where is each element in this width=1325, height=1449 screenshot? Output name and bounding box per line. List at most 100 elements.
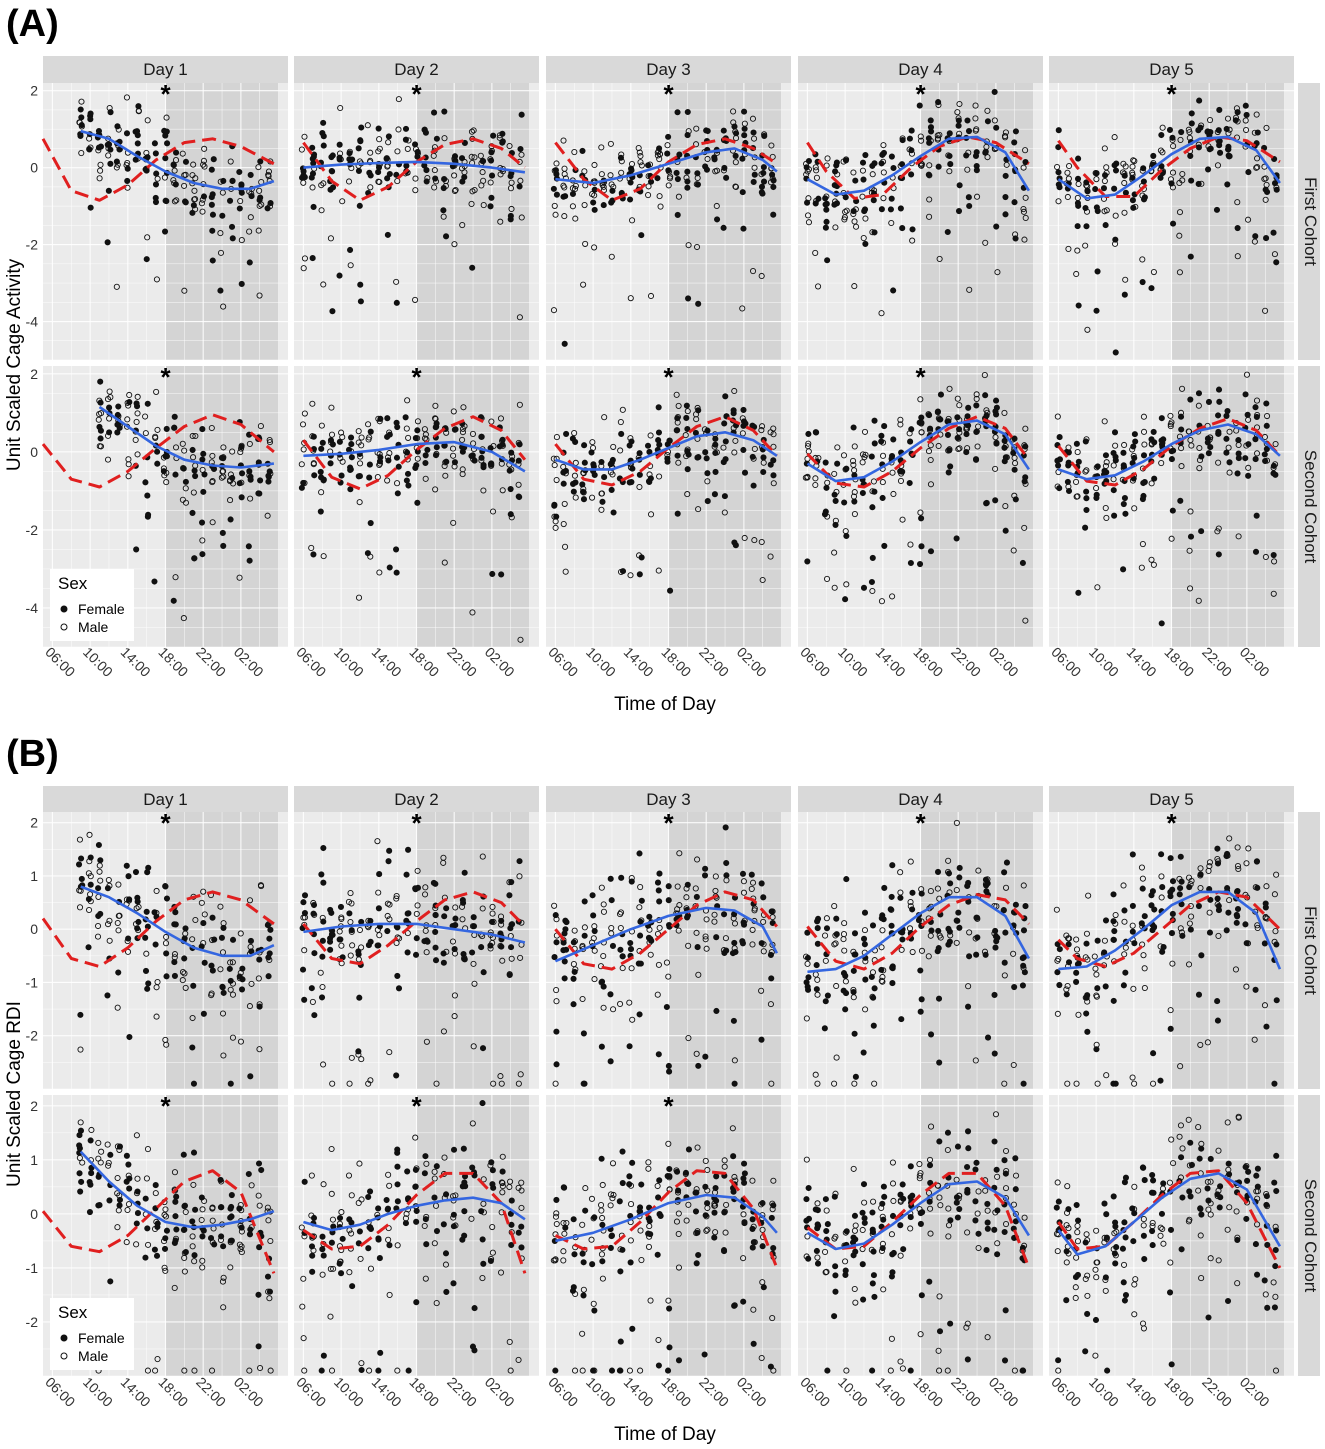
facet-panel: * — [798, 79, 1043, 361]
observed-fit-line — [806, 1180, 1031, 1251]
point-female — [104, 239, 111, 246]
point-male — [553, 1210, 560, 1217]
point-male — [181, 970, 188, 977]
point-female — [704, 127, 711, 135]
significance-asterisk: * — [411, 808, 422, 838]
point-female — [301, 1178, 308, 1185]
point-female — [257, 477, 264, 484]
point-female — [1011, 466, 1018, 473]
point-female — [1224, 181, 1231, 188]
point-male — [758, 987, 765, 994]
point-male — [499, 1189, 506, 1196]
point-female — [1188, 110, 1195, 117]
point-male — [917, 133, 924, 140]
point-male — [480, 1209, 487, 1216]
point-male — [721, 1163, 728, 1170]
point-male — [376, 569, 383, 576]
point-male — [339, 434, 346, 441]
x-tick-label: 18:00 — [406, 644, 442, 680]
point-male — [869, 171, 876, 178]
point-female — [318, 1367, 325, 1374]
point-female — [384, 415, 391, 422]
point-male — [393, 892, 400, 900]
point-male — [673, 1218, 681, 1225]
point-female — [768, 1214, 775, 1221]
point-female — [1120, 982, 1127, 989]
point-male — [301, 133, 308, 140]
point-male — [374, 926, 381, 933]
point-female — [299, 966, 307, 973]
point-male — [468, 1215, 475, 1222]
point-male — [393, 895, 400, 902]
point-female — [936, 1059, 943, 1066]
point-female — [1214, 1017, 1221, 1024]
point-male — [123, 94, 130, 101]
point-female — [1065, 449, 1072, 456]
point-female — [860, 935, 868, 942]
point-male — [804, 474, 811, 481]
point-male — [452, 186, 459, 194]
cosinor-fit-line — [41, 413, 275, 489]
point-female — [171, 424, 178, 431]
point-female — [712, 468, 719, 476]
y-tick-label: 0 — [30, 1206, 38, 1222]
point-female — [180, 465, 187, 472]
point-female — [824, 1367, 831, 1374]
point-male — [832, 224, 839, 231]
point-male — [591, 161, 598, 169]
point-male — [740, 1211, 747, 1218]
point-female — [238, 1224, 245, 1231]
point-male — [944, 1146, 951, 1154]
point-male — [1073, 946, 1081, 953]
point-female — [722, 393, 729, 400]
point-female — [78, 855, 85, 862]
point-male — [301, 255, 308, 262]
point-female — [553, 1196, 560, 1203]
point-female — [992, 408, 999, 415]
point-female — [367, 938, 374, 945]
point-female — [956, 182, 963, 189]
point-female — [87, 881, 94, 888]
point-female — [654, 1251, 661, 1258]
point-female — [619, 568, 627, 575]
point-female — [209, 257, 216, 264]
point-male — [693, 929, 700, 936]
point-female — [946, 938, 953, 945]
point-male — [897, 477, 905, 484]
point-male — [97, 877, 104, 884]
point-female — [560, 1184, 567, 1191]
point-female — [190, 1149, 198, 1156]
point-female — [393, 299, 400, 306]
point-male — [693, 125, 700, 132]
point-male — [627, 1237, 634, 1244]
point-male — [1064, 193, 1071, 201]
point-male — [823, 915, 830, 922]
point-male — [553, 986, 560, 994]
point-female — [664, 455, 671, 462]
point-female — [676, 151, 683, 158]
point-female — [666, 1173, 673, 1180]
point-female — [1132, 438, 1139, 445]
point-female — [508, 944, 515, 951]
point-female — [822, 459, 829, 466]
x-tick-label: 22:00 — [193, 644, 229, 680]
point-female — [134, 1210, 142, 1217]
point-female — [452, 426, 459, 433]
point-male — [1084, 1272, 1091, 1279]
point-male — [499, 957, 506, 964]
point-female — [702, 1183, 709, 1190]
point-female — [654, 175, 661, 182]
point-female — [871, 985, 878, 992]
point-female — [608, 1232, 615, 1239]
point-female — [191, 467, 198, 474]
point-male — [509, 453, 516, 460]
point-female — [975, 1230, 982, 1237]
point-male — [618, 158, 625, 165]
y-tick-label: 2 — [30, 1098, 38, 1114]
point-female — [319, 937, 326, 944]
point-female — [301, 892, 309, 899]
point-male — [879, 452, 887, 459]
point-male — [1253, 164, 1260, 171]
point-female — [107, 1151, 114, 1158]
figure-panel-label-b: (B) — [6, 733, 59, 775]
